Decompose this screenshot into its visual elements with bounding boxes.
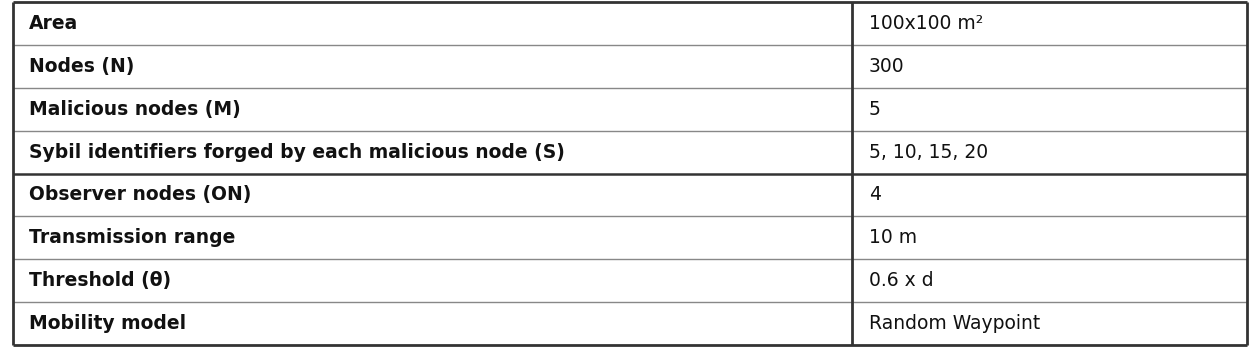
Bar [13, 259, 852, 302]
Text: 0.6 x d: 0.6 x d [868, 271, 934, 290]
Text: 5, 10, 15, 20: 5, 10, 15, 20 [868, 143, 988, 162]
Bar [13, 88, 852, 130]
Text: Mobility model: Mobility model [29, 314, 186, 333]
Text: 5: 5 [868, 100, 881, 119]
Bar [852, 88, 1247, 130]
Bar [13, 217, 852, 259]
Text: Threshold (θ): Threshold (θ) [29, 271, 171, 290]
Bar [852, 130, 1247, 174]
Text: Transmission range: Transmission range [29, 228, 236, 247]
Bar [852, 302, 1247, 345]
Bar [852, 2, 1247, 45]
Bar [852, 259, 1247, 302]
Bar [13, 174, 852, 217]
Bar [852, 45, 1247, 88]
Bar [13, 302, 852, 345]
Text: Malicious nodes (M): Malicious nodes (M) [29, 100, 241, 119]
Bar [852, 174, 1247, 217]
Text: 300: 300 [868, 57, 905, 76]
Bar [13, 45, 852, 88]
Text: Random Waypoint: Random Waypoint [868, 314, 1040, 333]
Text: Nodes (N): Nodes (N) [29, 57, 135, 76]
Text: Observer nodes (ON): Observer nodes (ON) [29, 185, 251, 204]
Text: Area: Area [29, 14, 78, 33]
Text: 100x100 m²: 100x100 m² [868, 14, 983, 33]
Bar [13, 2, 852, 45]
Text: 10 m: 10 m [868, 228, 917, 247]
Bar [13, 130, 852, 174]
Text: Sybil identifiers forged by each malicious node (S): Sybil identifiers forged by each malicio… [29, 143, 564, 162]
Text: 4: 4 [868, 185, 881, 204]
Bar [852, 217, 1247, 259]
